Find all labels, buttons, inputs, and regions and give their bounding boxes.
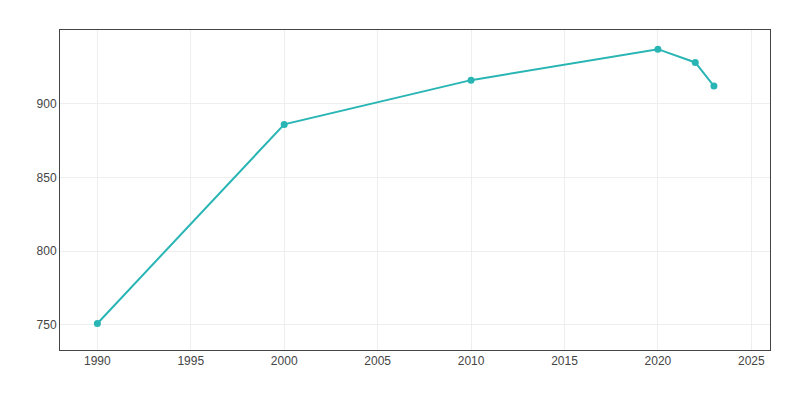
svg-text:2005: 2005 <box>364 354 391 368</box>
svg-text:750: 750 <box>37 318 57 332</box>
svg-text:2025: 2025 <box>738 354 765 368</box>
svg-text:2000: 2000 <box>271 354 298 368</box>
svg-text:800: 800 <box>37 244 57 258</box>
svg-text:2015: 2015 <box>551 354 578 368</box>
svg-text:2020: 2020 <box>645 354 672 368</box>
svg-text:1990: 1990 <box>84 354 111 368</box>
svg-text:850: 850 <box>37 171 57 185</box>
svg-text:2010: 2010 <box>458 354 485 368</box>
svg-text:900: 900 <box>37 97 57 111</box>
svg-text:1995: 1995 <box>177 354 204 368</box>
